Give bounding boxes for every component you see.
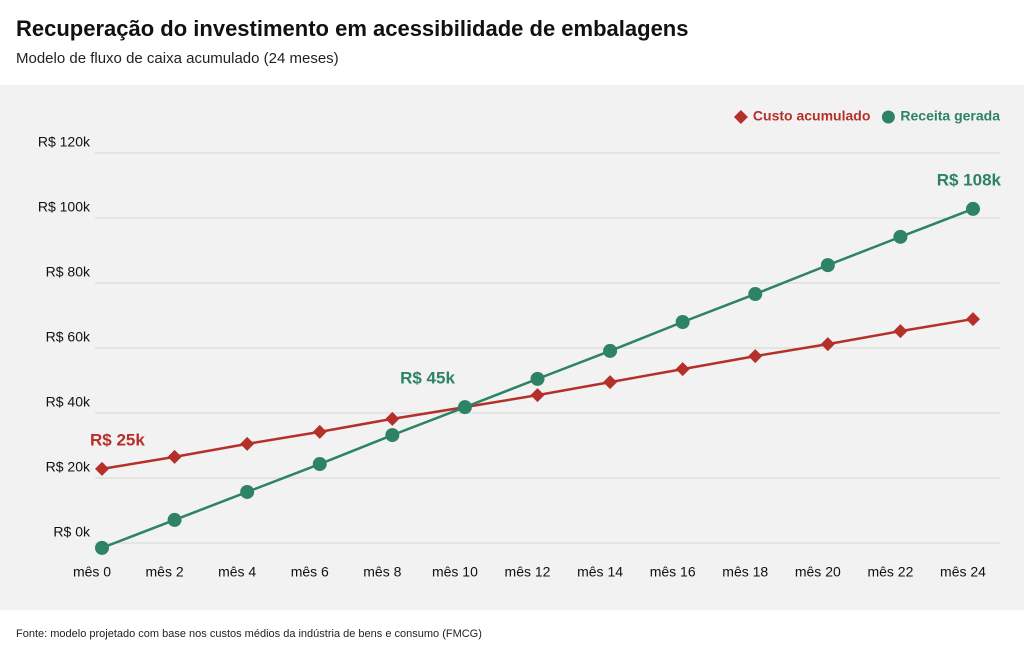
x-tick-label: mês 22 bbox=[867, 564, 913, 580]
y-tick-label: R$ 0k bbox=[53, 524, 91, 540]
point-marker bbox=[603, 375, 618, 390]
point-marker bbox=[312, 424, 327, 439]
source-note: Fonte: modelo projetado com base nos cus… bbox=[16, 628, 482, 640]
point-marker bbox=[167, 449, 182, 464]
point-marker bbox=[385, 411, 400, 426]
x-tick-label: mês 14 bbox=[577, 564, 623, 580]
point-marker bbox=[457, 400, 472, 415]
point-marker bbox=[675, 362, 690, 377]
point-marker bbox=[675, 315, 690, 329]
y-tick-label: R$ 40k bbox=[46, 394, 91, 410]
legend-marker bbox=[881, 110, 895, 124]
point-marker bbox=[240, 436, 255, 451]
y-tick-label: R$ 80k bbox=[46, 264, 91, 280]
legend-label: Custo acumulado bbox=[753, 108, 870, 124]
x-tick-label: mês 8 bbox=[363, 564, 401, 580]
x-tick-label: mês 24 bbox=[940, 564, 986, 580]
x-tick-label: mês 18 bbox=[722, 564, 768, 580]
point-marker bbox=[312, 457, 327, 472]
x-tick-label: mês 2 bbox=[146, 564, 184, 580]
y-tick-label: R$ 100k bbox=[38, 199, 91, 215]
x-tick-label: mês 16 bbox=[650, 564, 696, 580]
point-marker bbox=[240, 484, 255, 499]
y-tick-label: R$ 20k bbox=[46, 459, 91, 475]
x-tick-label: mês 4 bbox=[218, 564, 256, 580]
annotation: R$ 108k bbox=[937, 170, 1002, 189]
chart-subtitle: Modelo de fluxo de caixa acumulado (24 m… bbox=[16, 50, 339, 67]
point-marker bbox=[95, 461, 109, 476]
annotation: R$ 45k bbox=[400, 369, 455, 388]
y-tick-label: R$ 120k bbox=[38, 134, 91, 150]
point-marker bbox=[893, 324, 908, 339]
x-tick-label: mês 20 bbox=[795, 564, 841, 580]
point-marker bbox=[820, 258, 835, 273]
point-marker bbox=[167, 512, 182, 527]
x-tick-label: mês 10 bbox=[432, 564, 478, 580]
chart-title: Recuperação do investimento em acessibil… bbox=[16, 16, 688, 41]
point-marker bbox=[893, 229, 908, 244]
point-marker bbox=[385, 428, 400, 443]
point-marker bbox=[748, 349, 763, 364]
point-marker bbox=[530, 371, 545, 386]
legend-label: Receita gerada bbox=[900, 108, 1000, 124]
point-marker bbox=[966, 312, 980, 327]
x-tick-label: mês 6 bbox=[291, 564, 329, 580]
point-marker bbox=[603, 343, 618, 358]
point-marker bbox=[748, 287, 763, 302]
x-tick-label: mês 0 bbox=[73, 564, 111, 580]
point-marker bbox=[95, 540, 109, 555]
annotation: R$ 25k bbox=[90, 430, 145, 449]
legend-marker bbox=[733, 110, 748, 124]
x-tick-label: mês 12 bbox=[505, 564, 551, 580]
y-tick-label: R$ 60k bbox=[46, 329, 91, 345]
point-marker bbox=[820, 337, 835, 352]
point-marker bbox=[530, 388, 545, 403]
point-marker bbox=[966, 201, 980, 216]
